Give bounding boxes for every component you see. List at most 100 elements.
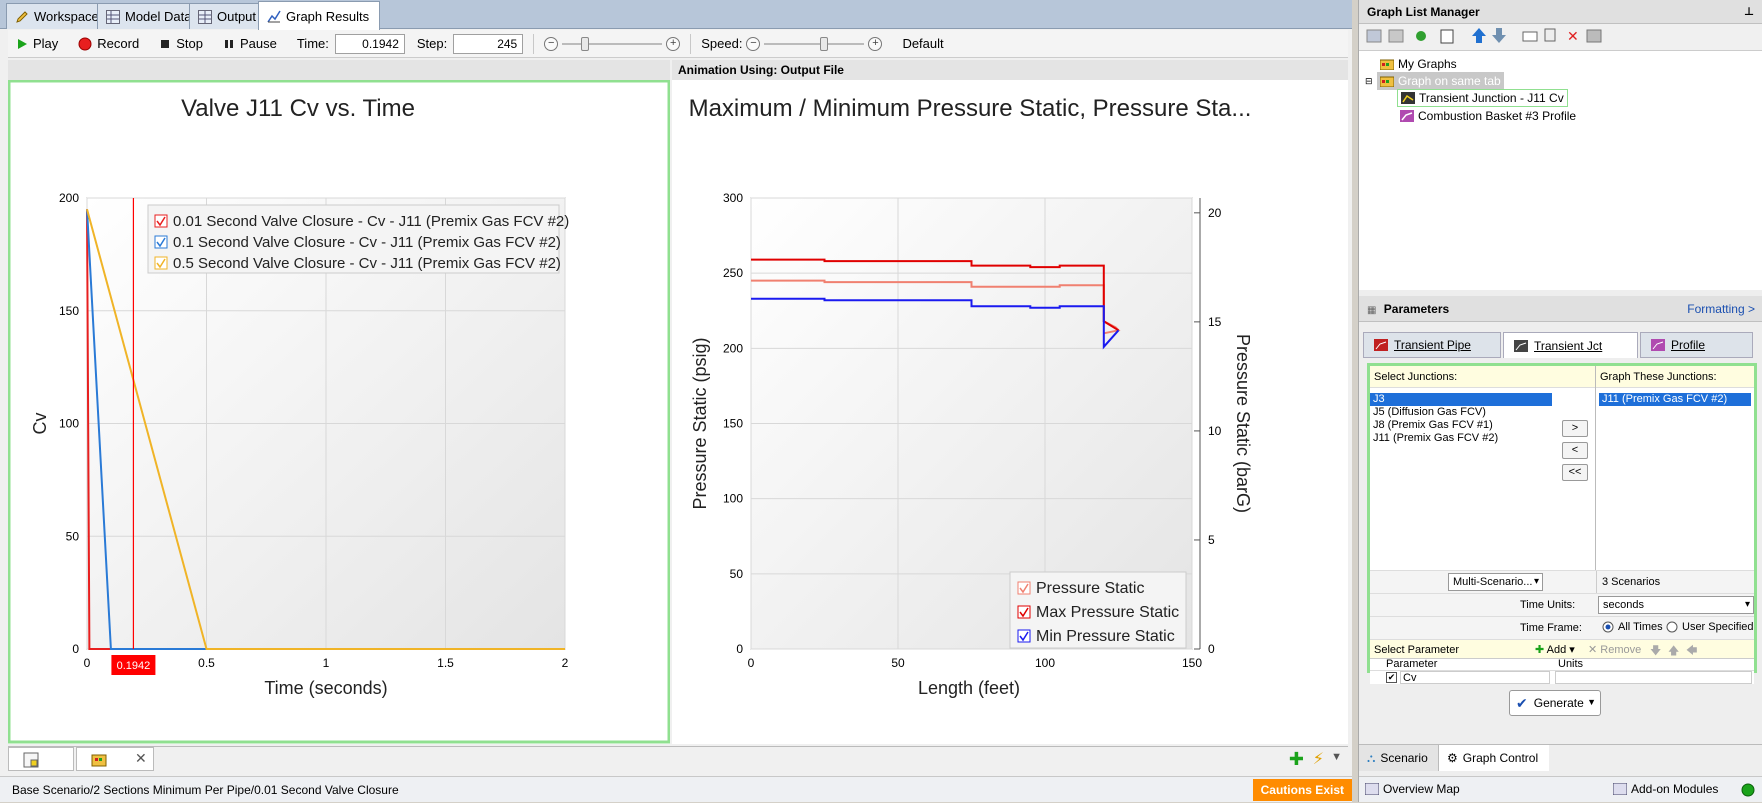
delete-icon[interactable]: ✕ bbox=[1567, 28, 1579, 44]
generate-button[interactable]: ✔ Generate ▼ bbox=[1509, 690, 1601, 716]
right-status-bar: Overview Map Add-on Modules bbox=[1359, 776, 1762, 802]
options-icon[interactable] bbox=[1586, 29, 1602, 43]
chevron-down-icon[interactable]: ▼ bbox=[1587, 697, 1596, 707]
scenario-icon: ⛬ bbox=[1367, 750, 1376, 765]
slider-thumb[interactable] bbox=[819, 36, 828, 51]
junction-item[interactable]: J3 bbox=[1370, 393, 1552, 406]
legend-label: Pressure Static bbox=[1036, 580, 1144, 597]
legend-box bbox=[1009, 571, 1187, 649]
add-junction-button[interactable]: > bbox=[1562, 420, 1588, 437]
animation-toolbar: Play Record Stop Pause Time: Step: − + S… bbox=[8, 30, 1348, 58]
x-tick-label: 1 bbox=[323, 656, 330, 670]
tree-item-graph-on-same-tab[interactable]: Graph on same tab bbox=[1377, 72, 1504, 90]
new-folder-icon[interactable] bbox=[1366, 29, 1382, 43]
all-times-radio[interactable]: All Times bbox=[1602, 621, 1663, 633]
chevron-down-icon[interactable]: ▼ bbox=[1331, 751, 1342, 763]
arrow-down-icon[interactable] bbox=[1492, 28, 1506, 43]
pin-icon[interactable]: ⊥ bbox=[1743, 6, 1754, 18]
time-slider[interactable] bbox=[562, 36, 663, 52]
y-tick-label: 50 bbox=[66, 529, 80, 543]
slider-thumb[interactable] bbox=[580, 36, 589, 51]
graph-tab-2[interactable]: ✕ bbox=[76, 747, 154, 771]
tab-output[interactable]: Output bbox=[189, 3, 268, 29]
time-input[interactable] bbox=[334, 33, 405, 54]
legend-check-icon bbox=[156, 258, 166, 269]
y2-axis-label: Pressure Static (barG) bbox=[1233, 334, 1253, 513]
legend-check-icon bbox=[1019, 607, 1029, 618]
cautions-button[interactable]: Cautions Exist bbox=[1252, 779, 1352, 801]
tab-scenario[interactable]: ⛬ Scenario bbox=[1359, 745, 1439, 771]
chart-title: Maximum / Minimum Pressure Static, Press… bbox=[689, 95, 1252, 122]
y2-tick-label: 0 bbox=[1208, 642, 1215, 656]
gear-icon: ⚙ bbox=[1447, 751, 1458, 765]
time-frame-row: Time Frame: All Times User Specified bbox=[1370, 616, 1754, 639]
tab-graph-control[interactable]: ⚙ Graph Control bbox=[1439, 745, 1549, 771]
param-dropdown[interactable]: Cv bbox=[1400, 671, 1550, 684]
tab-model-data[interactable]: Model Data bbox=[97, 3, 203, 29]
time-cursor-badge bbox=[111, 655, 156, 675]
rename-icon[interactable] bbox=[1522, 31, 1538, 42]
move-down-icon[interactable]: 🡇 bbox=[1650, 645, 1662, 657]
stop-button[interactable]: Stop bbox=[159, 36, 203, 51]
speed-minus-icon[interactable]: − bbox=[746, 36, 761, 51]
speed-label: Speed: bbox=[701, 36, 743, 51]
overview-map-button[interactable]: Overview Map bbox=[1365, 782, 1460, 796]
radio-selected-icon bbox=[1602, 621, 1614, 633]
play-button[interactable]: Play bbox=[16, 36, 58, 51]
parameters-header: ▦ Parameters Formatting > bbox=[1359, 296, 1762, 322]
arrow-up-icon[interactable] bbox=[1472, 28, 1486, 43]
junction-item[interactable]: J5 (Diffusion Gas FCV) bbox=[1373, 406, 1486, 418]
tree-collapse-icon[interactable]: ⊟ bbox=[1365, 76, 1373, 86]
duplicate-icon[interactable] bbox=[1544, 28, 1556, 42]
move-left-icon[interactable]: 🡄 bbox=[1686, 645, 1698, 657]
right-bottom-tabs: ⛬ Scenario ⚙ Graph Control bbox=[1359, 744, 1762, 771]
select-parameter-row: Select Parameter ✚ Add ▾ ✕ Remove 🡇 🡅 🡄 bbox=[1370, 639, 1754, 661]
right-panel: Graph List Manager ⊥ ✕ My Graphs ⊟ Graph… bbox=[1358, 0, 1762, 802]
junction-item[interactable]: J8 (Premix Gas FCV #1) bbox=[1373, 419, 1493, 431]
refresh-icon[interactable] bbox=[1416, 31, 1426, 41]
addon-modules-button[interactable]: Add-on Modules bbox=[1613, 782, 1718, 796]
time-units-dropdown[interactable]: seconds bbox=[1598, 596, 1754, 614]
scenario-count: 3 Scenarios bbox=[1602, 576, 1661, 588]
parameter-table-header: Parameter Units bbox=[1370, 658, 1754, 670]
tab-workspace[interactable]: Workspace bbox=[6, 3, 110, 29]
zoom-minus-icon[interactable]: − bbox=[544, 36, 559, 51]
legend-checkbox bbox=[1017, 629, 1031, 643]
speed-slider[interactable] bbox=[764, 36, 865, 52]
tab-graph-results[interactable]: Graph Results bbox=[258, 1, 381, 30]
formatting-link[interactable]: Formatting > bbox=[1687, 302, 1755, 316]
series-line bbox=[751, 258, 1120, 332]
add-parameter-button[interactable]: ✚ Add ▾ bbox=[1535, 644, 1575, 656]
multi-scenario-dropdown[interactable]: Multi-Scenario... bbox=[1448, 573, 1543, 591]
move-up-icon[interactable]: 🡅 bbox=[1668, 645, 1680, 657]
zoom-plus-icon[interactable]: + bbox=[666, 36, 681, 51]
step-label: Step: bbox=[416, 36, 448, 51]
tree-item-combustion-basket[interactable]: Combustion Basket #3 Profile bbox=[1397, 107, 1579, 125]
document-icon[interactable] bbox=[1440, 29, 1454, 44]
parameter-row: ✔ Cv bbox=[1370, 670, 1754, 684]
lightning-icon[interactable]: ⚡ bbox=[1312, 751, 1324, 768]
remove-all-junctions-button[interactable]: << bbox=[1562, 464, 1588, 481]
tab-transient-jct[interactable]: Transient Jct bbox=[1503, 332, 1638, 358]
remove-parameter-button[interactable]: ✕ Remove bbox=[1588, 644, 1642, 656]
units-dropdown[interactable] bbox=[1555, 671, 1752, 684]
graphed-junction-item[interactable]: J11 (Premix Gas FCV #2) bbox=[1599, 393, 1751, 406]
tree-item-my-graphs[interactable]: My Graphs bbox=[1377, 55, 1460, 73]
toolbar-separator bbox=[533, 33, 535, 54]
tree-item-transient-junction[interactable]: Transient Junction - J11 Cv bbox=[1397, 89, 1568, 107]
record-button[interactable]: Record bbox=[78, 36, 139, 51]
tab-transient-pipe[interactable]: Transient Pipe bbox=[1363, 332, 1501, 358]
copy-icon[interactable] bbox=[1388, 29, 1404, 43]
param-checkbox[interactable]: ✔ bbox=[1386, 672, 1397, 683]
step-input[interactable] bbox=[453, 33, 524, 54]
user-specified-radio[interactable]: User Specified bbox=[1666, 621, 1754, 633]
graph-tab-1[interactable] bbox=[8, 747, 74, 771]
close-icon[interactable]: ✕ bbox=[135, 750, 147, 766]
speed-plus-icon[interactable]: + bbox=[868, 36, 883, 51]
pause-button[interactable]: Pause bbox=[223, 36, 277, 51]
add-graph-icon[interactable]: ✚ bbox=[1288, 749, 1304, 769]
remove-junction-button[interactable]: < bbox=[1562, 442, 1588, 459]
tab-profile[interactable]: Profile bbox=[1640, 332, 1753, 358]
y-tick-label: 200 bbox=[723, 341, 743, 355]
junction-item[interactable]: J11 (Premix Gas FCV #2) bbox=[1373, 432, 1499, 444]
